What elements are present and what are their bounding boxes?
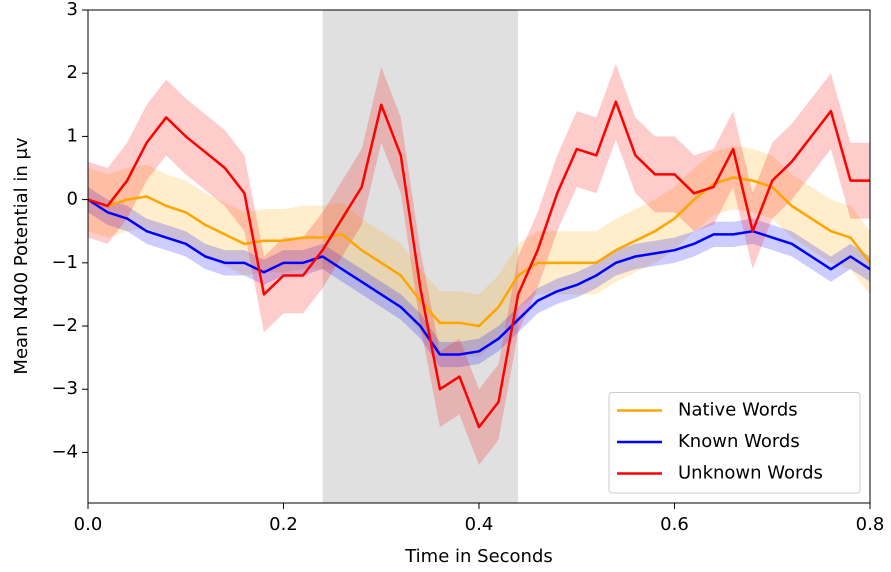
- x-tick-label: 0.6: [660, 514, 689, 535]
- y-tick-label: 2: [67, 62, 78, 83]
- x-tick-label: 0.2: [269, 514, 298, 535]
- y-axis-label: Mean N400 Potential in μv: [11, 137, 32, 374]
- x-tick-label: 0.4: [465, 514, 494, 535]
- series-line: [87, 198, 871, 356]
- legend-label: Unknown Words: [678, 463, 823, 484]
- x-tick-label: 0.8: [856, 514, 885, 535]
- y-tick-label: −4: [51, 441, 78, 462]
- y-tick-label: −2: [51, 315, 78, 336]
- x-axis-label: Time in Seconds: [404, 546, 553, 567]
- error-band: [88, 145, 870, 358]
- legend: Native Words Known Words Unknown Words: [608, 392, 861, 494]
- legend-label: Native Words: [678, 400, 798, 421]
- y-tick-label: −3: [51, 378, 78, 399]
- y-tick-label: −1: [51, 252, 78, 273]
- y-tick-label: 1: [67, 125, 78, 146]
- legend-box: [608, 392, 861, 494]
- y-tick-label: 0: [67, 189, 78, 210]
- legend-label: Known Words: [678, 431, 800, 452]
- x-tick-label: 0.0: [74, 514, 103, 535]
- y-tick-label: 3: [67, 0, 78, 20]
- shaded-region: [322, 10, 519, 503]
- series-line: [87, 100, 870, 429]
- error-band: [88, 63, 870, 466]
